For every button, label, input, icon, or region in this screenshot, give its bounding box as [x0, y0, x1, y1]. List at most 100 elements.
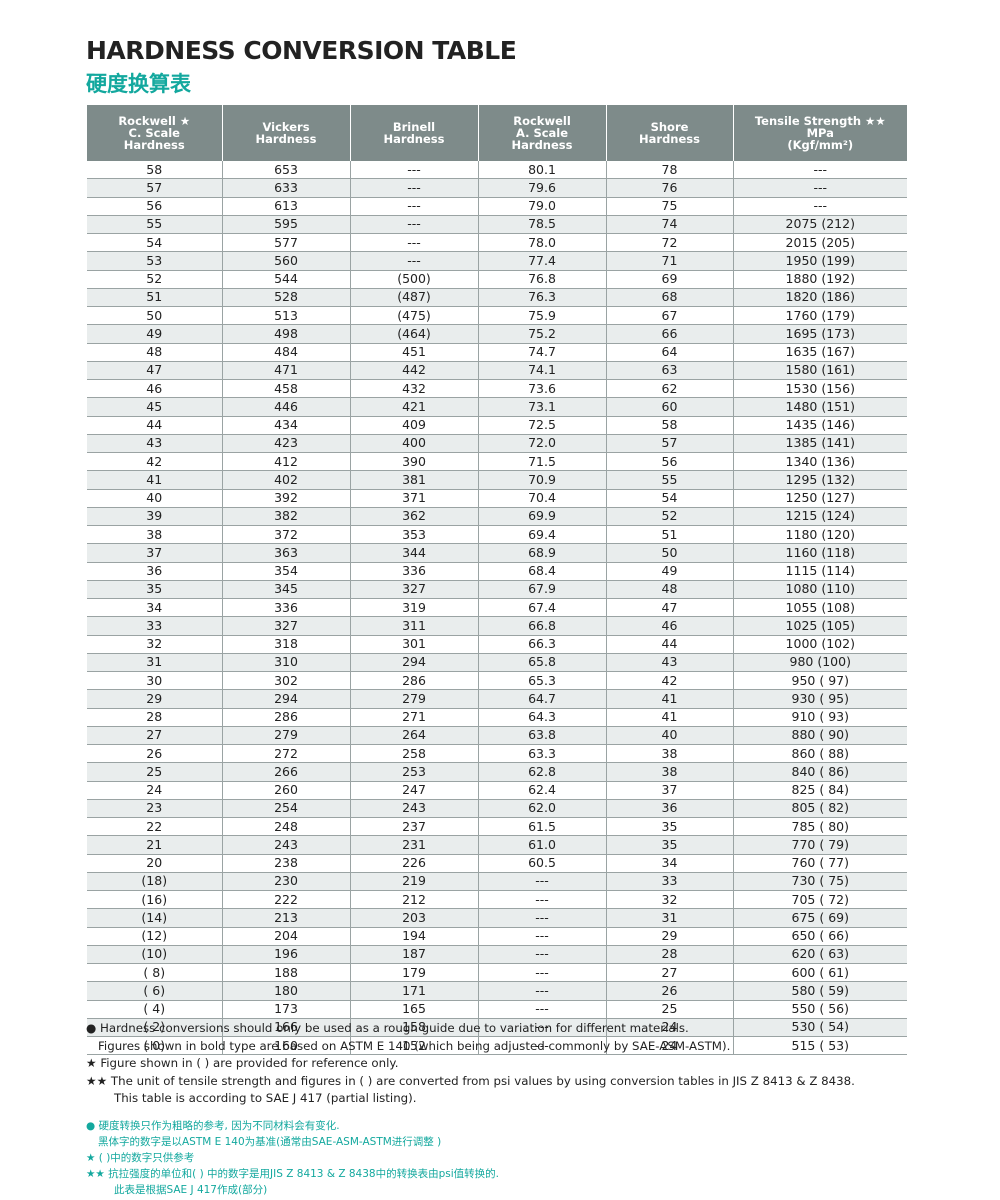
table-cell: 66.3	[477, 635, 606, 654]
table-row: ( 6) 180 171 --- 26 580 ( 59)	[87, 981, 907, 1001]
table-cell: 66.8	[477, 616, 606, 636]
table-cell: 51	[87, 288, 222, 308]
table-cell: (10)	[87, 945, 222, 965]
table-cell: 50	[87, 306, 222, 326]
table-cell: ---	[732, 197, 907, 216]
table-cell: 372	[221, 525, 350, 545]
note-line: ● 硬度转换只作为粗略的参考, 因为不同材料会有变化.	[86, 1118, 499, 1134]
table-cell: 353	[349, 525, 478, 545]
table-body: 58 653 --- 80.1 78 --- 57 633 --- 79.6 76 --- 56 613-…	[87, 161, 907, 1056]
table-row: 56 613 --- 79.0 75 ---	[87, 197, 907, 216]
table-cell: 1340 (136)	[732, 452, 907, 472]
table-cell: 78.5	[477, 215, 606, 235]
table-cell: 1760 (179)	[732, 306, 907, 326]
table-cell: 515 ( 53)	[732, 1036, 907, 1056]
header-line: Hardness	[255, 132, 317, 146]
table-cell: 760 ( 77)	[732, 854, 907, 873]
table-cell: ---	[349, 233, 478, 253]
table-cell: 74.1	[477, 361, 606, 381]
table-cell: ---	[477, 945, 606, 965]
table-cell: ---	[477, 890, 606, 910]
table-cell: 243	[221, 835, 350, 855]
table-cell: 63.3	[477, 744, 606, 764]
table-cell: 71	[605, 251, 733, 271]
table-row: 32 318 301 66.3 44 1000 (102)	[87, 635, 907, 654]
table-cell: ---	[477, 1000, 606, 1019]
table-row: 44 434 409 72.5 58 1435 (146)	[87, 416, 907, 435]
table-cell: 31	[87, 653, 222, 673]
table-cell: 55	[605, 470, 733, 490]
column-header: Rockwell A. Scale Hardness	[477, 105, 606, 161]
note-text: This table is according to SAE J 417 (pa…	[114, 1091, 417, 1105]
table-cell: 1115 (114)	[732, 562, 907, 581]
table-cell: 61.0	[477, 835, 606, 855]
table-cell: 180	[221, 981, 350, 1001]
table-cell: 318	[221, 635, 350, 654]
table-cell: 56	[87, 197, 222, 216]
table-cell: ( 8)	[87, 963, 222, 983]
table-cell: 75.9	[477, 306, 606, 326]
table-cell: 171	[349, 981, 478, 1001]
table-cell: 61.5	[477, 817, 606, 837]
table-cell: (500)	[349, 270, 478, 289]
table-cell: 363	[221, 543, 350, 563]
table-cell: 730 ( 75)	[732, 872, 907, 892]
table-row: 34 336 319 67.4 47 1055 (108)	[87, 598, 907, 618]
table-cell: 49	[605, 562, 733, 581]
table-row: 22 248 237 61.5 35 785 ( 80)	[87, 817, 907, 837]
table-cell: 53	[87, 251, 222, 271]
table-cell: 196	[221, 945, 350, 965]
note-line: ★ Figure shown in ( ) are provided for r…	[86, 1056, 855, 1074]
table-cell: 22	[87, 817, 222, 837]
table-cell: 72	[605, 233, 733, 253]
table-cell: 20	[87, 854, 222, 873]
table-row: 40 392 371 70.4 54 1250 (127)	[87, 489, 907, 508]
table-cell: 34	[87, 598, 222, 618]
table-cell: 580 ( 59)	[732, 981, 907, 1001]
table-cell: 37	[87, 543, 222, 563]
column-header: Vickers Hardness	[221, 105, 350, 161]
table-row: 31 310 294 65.8 43 980 (100)	[87, 653, 907, 673]
table-cell: 48	[605, 580, 733, 600]
table-cell: ---	[477, 963, 606, 983]
table-cell: 74.7	[477, 343, 606, 362]
table-row: 29 294 279 64.7 41 930 ( 95)	[87, 689, 907, 709]
table-cell: 319	[349, 598, 478, 618]
header-line: Brinell	[392, 120, 436, 134]
table-row: ( 2) 166 158 --- 24 530 ( 54)	[87, 1018, 907, 1038]
table-cell: 43	[87, 434, 222, 454]
table-row: 42 412 390 71.5 56 1340 (136)	[87, 452, 907, 472]
header-line: Shore	[650, 120, 689, 134]
table-cell: 78.0	[477, 233, 606, 253]
table-cell: 78	[605, 161, 733, 180]
table-cell: 980 (100)	[732, 653, 907, 673]
table-cell: 880 ( 90)	[732, 726, 907, 746]
table-cell: ---	[477, 872, 606, 892]
table-cell: 1635 (167)	[732, 343, 907, 362]
table-cell: 1000 (102)	[732, 635, 907, 654]
note-line: ★ ( )中的数字只供参考	[86, 1150, 499, 1166]
table-cell: 32	[87, 635, 222, 654]
table-cell: 675 ( 69)	[732, 908, 907, 928]
table-cell: 158	[349, 1018, 478, 1038]
table-cell: 34	[605, 854, 733, 873]
table-cell: 1385 (141)	[732, 434, 907, 454]
note-marker: ★★	[86, 1168, 105, 1180]
table-cell: 354	[221, 562, 350, 581]
table-cell: 950 ( 97)	[732, 671, 907, 691]
table-cell: (18)	[87, 872, 222, 892]
table-cell: 1160 (118)	[732, 543, 907, 563]
table-cell: 72.5	[477, 416, 606, 435]
table-cell: 544	[221, 270, 350, 289]
table-row: 30 302 286 65.3 42 950 ( 97)	[87, 671, 907, 691]
table-cell: 40	[605, 726, 733, 746]
table-cell: 204	[221, 927, 350, 946]
subtitle: 硬度换算表	[86, 72, 191, 96]
table-cell: 471	[221, 361, 350, 381]
table-cell: 35	[87, 580, 222, 600]
table-cell: 25	[605, 1000, 733, 1019]
header-line: Tensile Strength ★★	[754, 114, 886, 128]
table-cell: 382	[221, 507, 350, 527]
table-cell: 1580 (161)	[732, 361, 907, 381]
